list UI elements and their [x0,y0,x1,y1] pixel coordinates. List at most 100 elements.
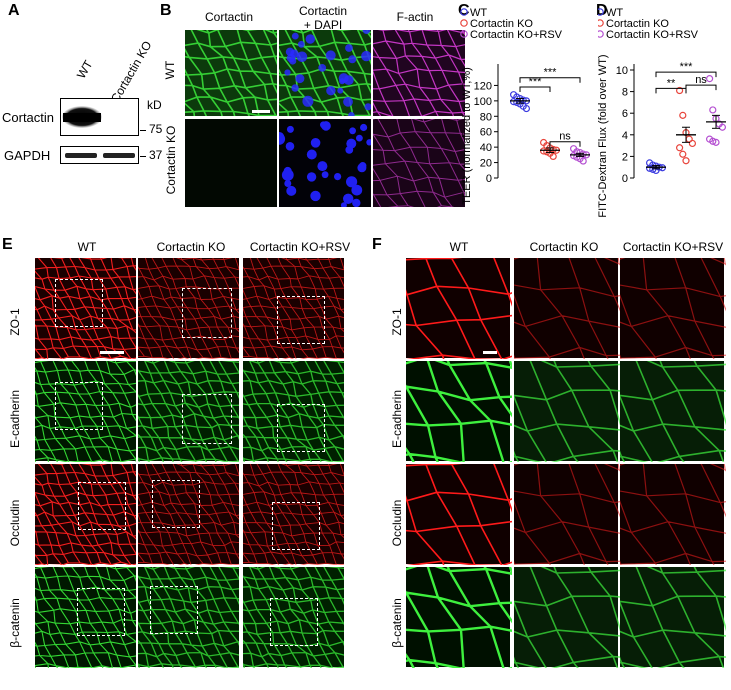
legend-marker [598,30,604,38]
f-col-cortactin-ko-rsv: Cortactin KO+RSV [622,240,724,254]
legend-label: Cortactin KO+RSV [606,29,699,41]
legend-marker [598,8,604,16]
b-row-cortactin-ko: Cortactin KO [164,125,178,195]
f-row-beta-catenin: β-catenin [390,598,404,648]
data-point [539,147,548,155]
zoom-region-box [272,502,320,550]
lane-label-cortactin-ko: Cortactin KO [108,38,155,106]
significance-label: *** [529,76,543,88]
y-tick-label: 20 [480,158,492,170]
e-row-zo1: ZO-1 [8,308,22,336]
legend-marker [460,30,468,38]
significance-label: ns [559,131,571,143]
data-point [675,86,684,95]
data-point [645,164,654,172]
panel-letter-c: C [458,2,470,19]
cortactin-band [62,106,102,128]
zoom-region-box [77,588,125,636]
cortactin-blot [60,98,139,136]
lane-label-wt: WT [74,57,96,81]
y-tick-label: 2 [622,151,628,163]
y-tick-label: 120 [474,80,492,92]
data-point [718,123,727,131]
legend-label: WT [470,7,487,19]
y-tick-label: 80 [480,111,492,123]
zoom-region-box [277,296,325,344]
y-tick-label: 4 [622,130,628,142]
gapdh-blot [60,146,139,164]
y-axis-label: TEER (normalized to WT,%) [461,67,473,205]
zoom-region-box [78,482,126,530]
significance-label: ns [695,74,707,86]
e-col-cortactin-ko-rsv: Cortactin KO+RSV [249,240,351,254]
b-row-wt: WT [163,60,177,80]
significance-label: *** [680,61,694,73]
y-tick-label: 60 [480,127,492,139]
data-point [709,137,717,145]
f-tile-occludin-cortactin-ko-rsv [620,464,726,565]
y-tick-label: 40 [480,142,492,154]
b-col-cortactin: Cortactin [204,10,254,24]
zoom-region-box [277,404,325,452]
data-point [549,152,557,160]
data-point [649,165,657,173]
kd-unit-label: kD [147,98,162,112]
data-point [688,139,697,148]
gapdh-bands [65,153,135,158]
marker-tick-75 [140,130,146,131]
y-tick-label: 0 [622,173,628,185]
b-tile-wt-cortactin-dapi [279,30,371,116]
f-tile-beta-catenin-wt [406,567,512,668]
e-row-ecadherin: E-cadherin [8,389,22,449]
legend-marker [460,8,468,16]
e-col-wt: WT [77,240,97,254]
f-row-occludin: Occludin [390,499,404,547]
legend-marker [598,19,604,27]
marker-tick-37 [140,156,146,157]
legend-label: WT [606,7,623,19]
zoom-region-box [270,598,318,646]
f-tile-occludin-cortactin-ko [514,464,620,565]
data-point [679,150,687,158]
y-tick-label: 0 [486,173,492,185]
f-col-wt: WT [449,240,469,254]
y-axis-label: FITC-Dextran Flux (fold over WT) [598,54,609,217]
f-row-ecadherin: E-cadherin [390,389,404,449]
f-tile-zo1-cortactin-ko-rsv [620,258,726,359]
significance-bracket [655,87,687,94]
data-point [679,111,687,119]
zoom-region-box [55,382,103,430]
y-tick-label: 100 [474,96,492,108]
zoom-region-box [55,279,103,327]
panel-letter-f: F [372,236,382,253]
legend-label: Cortactin KO [470,18,533,30]
significance-bracket [549,141,581,147]
f-tile-zo1-wt [406,258,512,359]
f-col-cortactin-ko: Cortactin KO [529,240,599,254]
f-tile-ecadherin-cortactin-ko [514,361,620,462]
f-tile-ecadherin-wt [406,361,512,462]
legend-label: Cortactin KO+RSV [470,29,563,41]
panel-letter-a: A [8,2,20,19]
e-row-occludin: Occludin [8,499,22,547]
data-point [522,104,531,113]
data-point [709,106,717,114]
y-tick-label: 10 [616,65,628,77]
e-col-cortactin-ko: Cortactin KO [156,240,226,254]
data-point [509,98,518,106]
scale-bar [483,351,497,354]
significance-bracket [685,84,717,91]
marker-37: 37 [149,148,163,162]
y-tick-label: 8 [622,87,628,99]
b-scale-bar [252,110,270,113]
b-tile-wt-cortactin [185,30,277,116]
panel-letter-e: E [2,236,13,253]
data-point [579,157,587,165]
b-tile-ko-f-actin [373,119,465,207]
panel-letter-b: B [160,2,172,19]
e-row-beta-catenin: β-catenin [8,598,22,648]
data-point [682,157,690,165]
zoom-region-box [152,480,200,528]
